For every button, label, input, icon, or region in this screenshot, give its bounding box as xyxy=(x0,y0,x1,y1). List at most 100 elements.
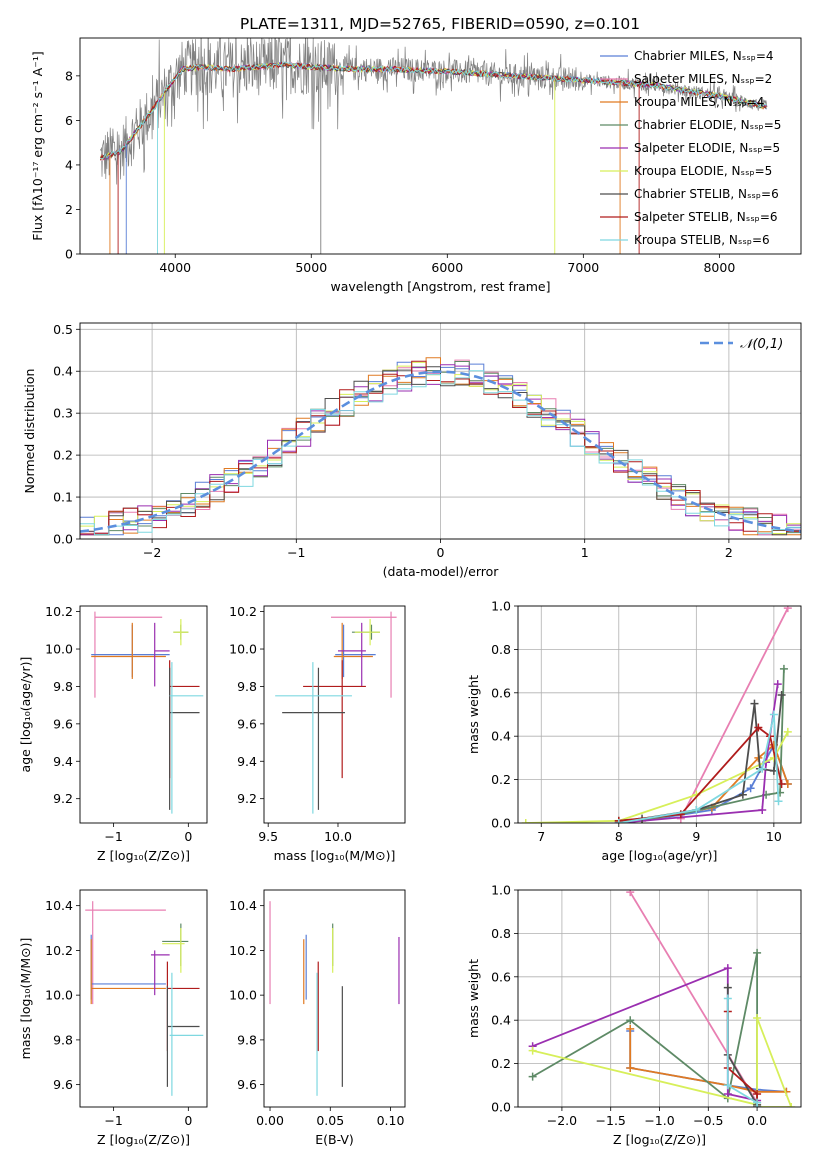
age-vs-mass-panel: 9.5 10.0 9.2 9.4 9.6 9.8 10.0 10.2 mass [log₁₀(M… xyxy=(229,604,406,863)
legend-label: Salpeter MILES, Nₛₛₚ=2 xyxy=(634,72,772,86)
y-tick-label: 10.0 xyxy=(45,988,73,1003)
y-tick-label: 10.0 xyxy=(229,988,257,1003)
x-tick-label: 0.00 xyxy=(256,1113,284,1128)
y-tick-label: 0.6 xyxy=(491,969,511,984)
y-tick-label: 0.4 xyxy=(53,364,73,379)
figure-title: PLATE=1311, MJD=52765, FIBERID=0590, z=0… xyxy=(240,15,640,33)
age-vs-metallicity-panel: −1 0 9.2 9.4 9.6 9.8 10.0 10.2 Z [log₁₀(Z/Z⊙)] ag… xyxy=(18,604,208,863)
plot-frame xyxy=(79,605,208,824)
error-point xyxy=(303,660,366,779)
weight-point-marker xyxy=(723,964,732,973)
plot-frame xyxy=(79,322,802,540)
error-point xyxy=(282,667,345,810)
y-tick-label: 0.0 xyxy=(491,1100,511,1115)
y-tick-label: 9.6 xyxy=(237,716,257,731)
grid-lines xyxy=(518,605,801,824)
weight-point-marker xyxy=(750,699,759,708)
y-tick-label: 9.8 xyxy=(237,679,257,694)
tick-layer: −1 0 9.2 9.4 9.6 9.8 10.0 10.2 xyxy=(45,604,192,844)
tick-layer: −2 −1 0 1 2 0.0 0.1 0.2 0.3 0.4 0.5 xyxy=(53,322,733,560)
weight-point-marker xyxy=(773,680,782,689)
weight-series-line xyxy=(618,668,785,823)
y-tick-label: 6 xyxy=(65,113,73,128)
plot-area xyxy=(269,901,400,1096)
x-tick-label: 0.05 xyxy=(316,1113,344,1128)
y-tick-label: 4 xyxy=(65,157,73,172)
legend-label: Chabrier ELODIE, Nₛₛₚ=5 xyxy=(634,118,781,132)
y-axis-label: mass weight xyxy=(466,959,481,1038)
y-axis-label: mass [log₁₀(M/M⊙)] xyxy=(18,938,33,1060)
error-point xyxy=(91,622,166,679)
y-tick-label: 0.2 xyxy=(491,1056,511,1071)
y-tick-label: 9.2 xyxy=(53,791,73,806)
plot-frame xyxy=(263,605,406,824)
spectrum-panel: 4000 5000 6000 7000 8000 0 2 4 6 8 wavelength [Ang… xyxy=(30,37,802,294)
x-axis-label: E(B-V) xyxy=(315,1132,354,1147)
x-tick-label: 8 xyxy=(615,829,623,844)
legend: Chabrier MILES, Nₛₛₚ=4 Salpeter MILES, Nₛ… xyxy=(600,49,781,247)
legend-label: Chabrier STELIB, Nₛₛₚ=6 xyxy=(634,187,779,201)
y-tick-label: 8 xyxy=(65,68,73,83)
weight-point-marker xyxy=(774,797,783,806)
y-tick-label: 9.8 xyxy=(53,1032,73,1047)
plot-area xyxy=(275,611,397,814)
tick-layer: 0.00 0.05 0.10 9.6 9.8 10.0 10.2 10.4 xyxy=(229,898,404,1128)
y-tick-label: 0 xyxy=(65,247,73,262)
y-tick-label: 0.0 xyxy=(53,532,73,547)
plot-frame xyxy=(263,889,406,1108)
y-tick-label: 9.6 xyxy=(53,1077,73,1092)
plot-area xyxy=(521,606,792,823)
y-tick-label: 9.6 xyxy=(53,716,73,731)
weight-point-marker xyxy=(626,1016,635,1025)
x-tick-label: 0.10 xyxy=(377,1113,405,1128)
x-tick-label: 10.0 xyxy=(324,829,352,844)
weight-point-marker xyxy=(753,1014,762,1023)
x-tick-label: 0 xyxy=(437,545,445,560)
x-tick-label: 0 xyxy=(184,829,192,844)
weight-point-marker xyxy=(754,723,763,732)
weight-point-marker xyxy=(758,764,767,773)
weight-point-marker xyxy=(528,1072,537,1081)
x-tick-label: 4000 xyxy=(159,260,191,275)
x-axis-label: Z [log₁₀(Z/Z⊙)] xyxy=(97,848,190,863)
residual-histogram-panel: −2 −1 0 1 2 0.0 0.1 0.2 0.3 0.4 0.5 (data-model)/er… xyxy=(22,322,802,579)
plot-frame xyxy=(79,889,208,1108)
y-tick-label: 0.3 xyxy=(53,406,73,421)
weight-point-marker xyxy=(758,805,767,814)
legend-label: Kroupa ELODIE, Nₛₛₚ=5 xyxy=(634,164,772,178)
y-tick-label: 0.4 xyxy=(491,729,511,744)
weight-point-marker xyxy=(777,690,786,699)
tick-layer: 7 8 9 10 0.0 0.2 0.4 0.6 0.8 1.0 xyxy=(491,599,782,845)
y-tick-label: 0.5 xyxy=(53,322,73,337)
y-tick-label: 0.2 xyxy=(491,772,511,787)
x-tick-label: −1.0 xyxy=(644,1113,674,1128)
y-tick-label: 9.8 xyxy=(53,679,73,694)
x-tick-label: −0.5 xyxy=(693,1113,723,1128)
y-tick-label: 9.2 xyxy=(237,791,257,806)
tick-layer: −1 0 9.6 9.8 10.0 10.2 10.4 xyxy=(45,898,192,1128)
x-tick-label: 10 xyxy=(766,829,782,844)
weight-point-marker xyxy=(723,983,732,992)
weight-point-marker xyxy=(528,1046,537,1055)
mass-vs-metallicity-panel: −1 0 9.6 9.8 10.0 10.2 10.4 Z [log₁₀(Z/Z⊙)] mass… xyxy=(18,889,208,1147)
x-tick-label: 7000 xyxy=(567,260,599,275)
legend-label: Chabrier MILES, Nₛₛₚ=4 xyxy=(634,49,774,63)
grid-lines xyxy=(518,889,801,1108)
y-axis-label: age [log₁₀(age/yr)] xyxy=(18,657,33,773)
weight-point-marker xyxy=(626,1024,635,1033)
x-tick-label: 9 xyxy=(692,829,700,844)
x-tick-label: −2 xyxy=(143,545,161,560)
y-tick-label: 0.8 xyxy=(491,642,511,657)
x-tick-label: 5000 xyxy=(295,260,327,275)
x-tick-label: −1 xyxy=(104,1113,122,1128)
x-tick-label: −1 xyxy=(287,545,305,560)
y-tick-label: 0.2 xyxy=(53,448,73,463)
legend-label: 𝒩(0,1) xyxy=(740,337,783,352)
weight-point-marker xyxy=(738,790,747,799)
error-point xyxy=(173,619,189,646)
y-tick-label: 10.2 xyxy=(45,943,73,958)
x-axis-label: age [log₁₀(age/yr)] xyxy=(602,848,718,863)
legend-label: Kroupa STELIB, Nₛₛₚ=6 xyxy=(634,233,770,247)
weight-point-marker xyxy=(753,948,762,957)
